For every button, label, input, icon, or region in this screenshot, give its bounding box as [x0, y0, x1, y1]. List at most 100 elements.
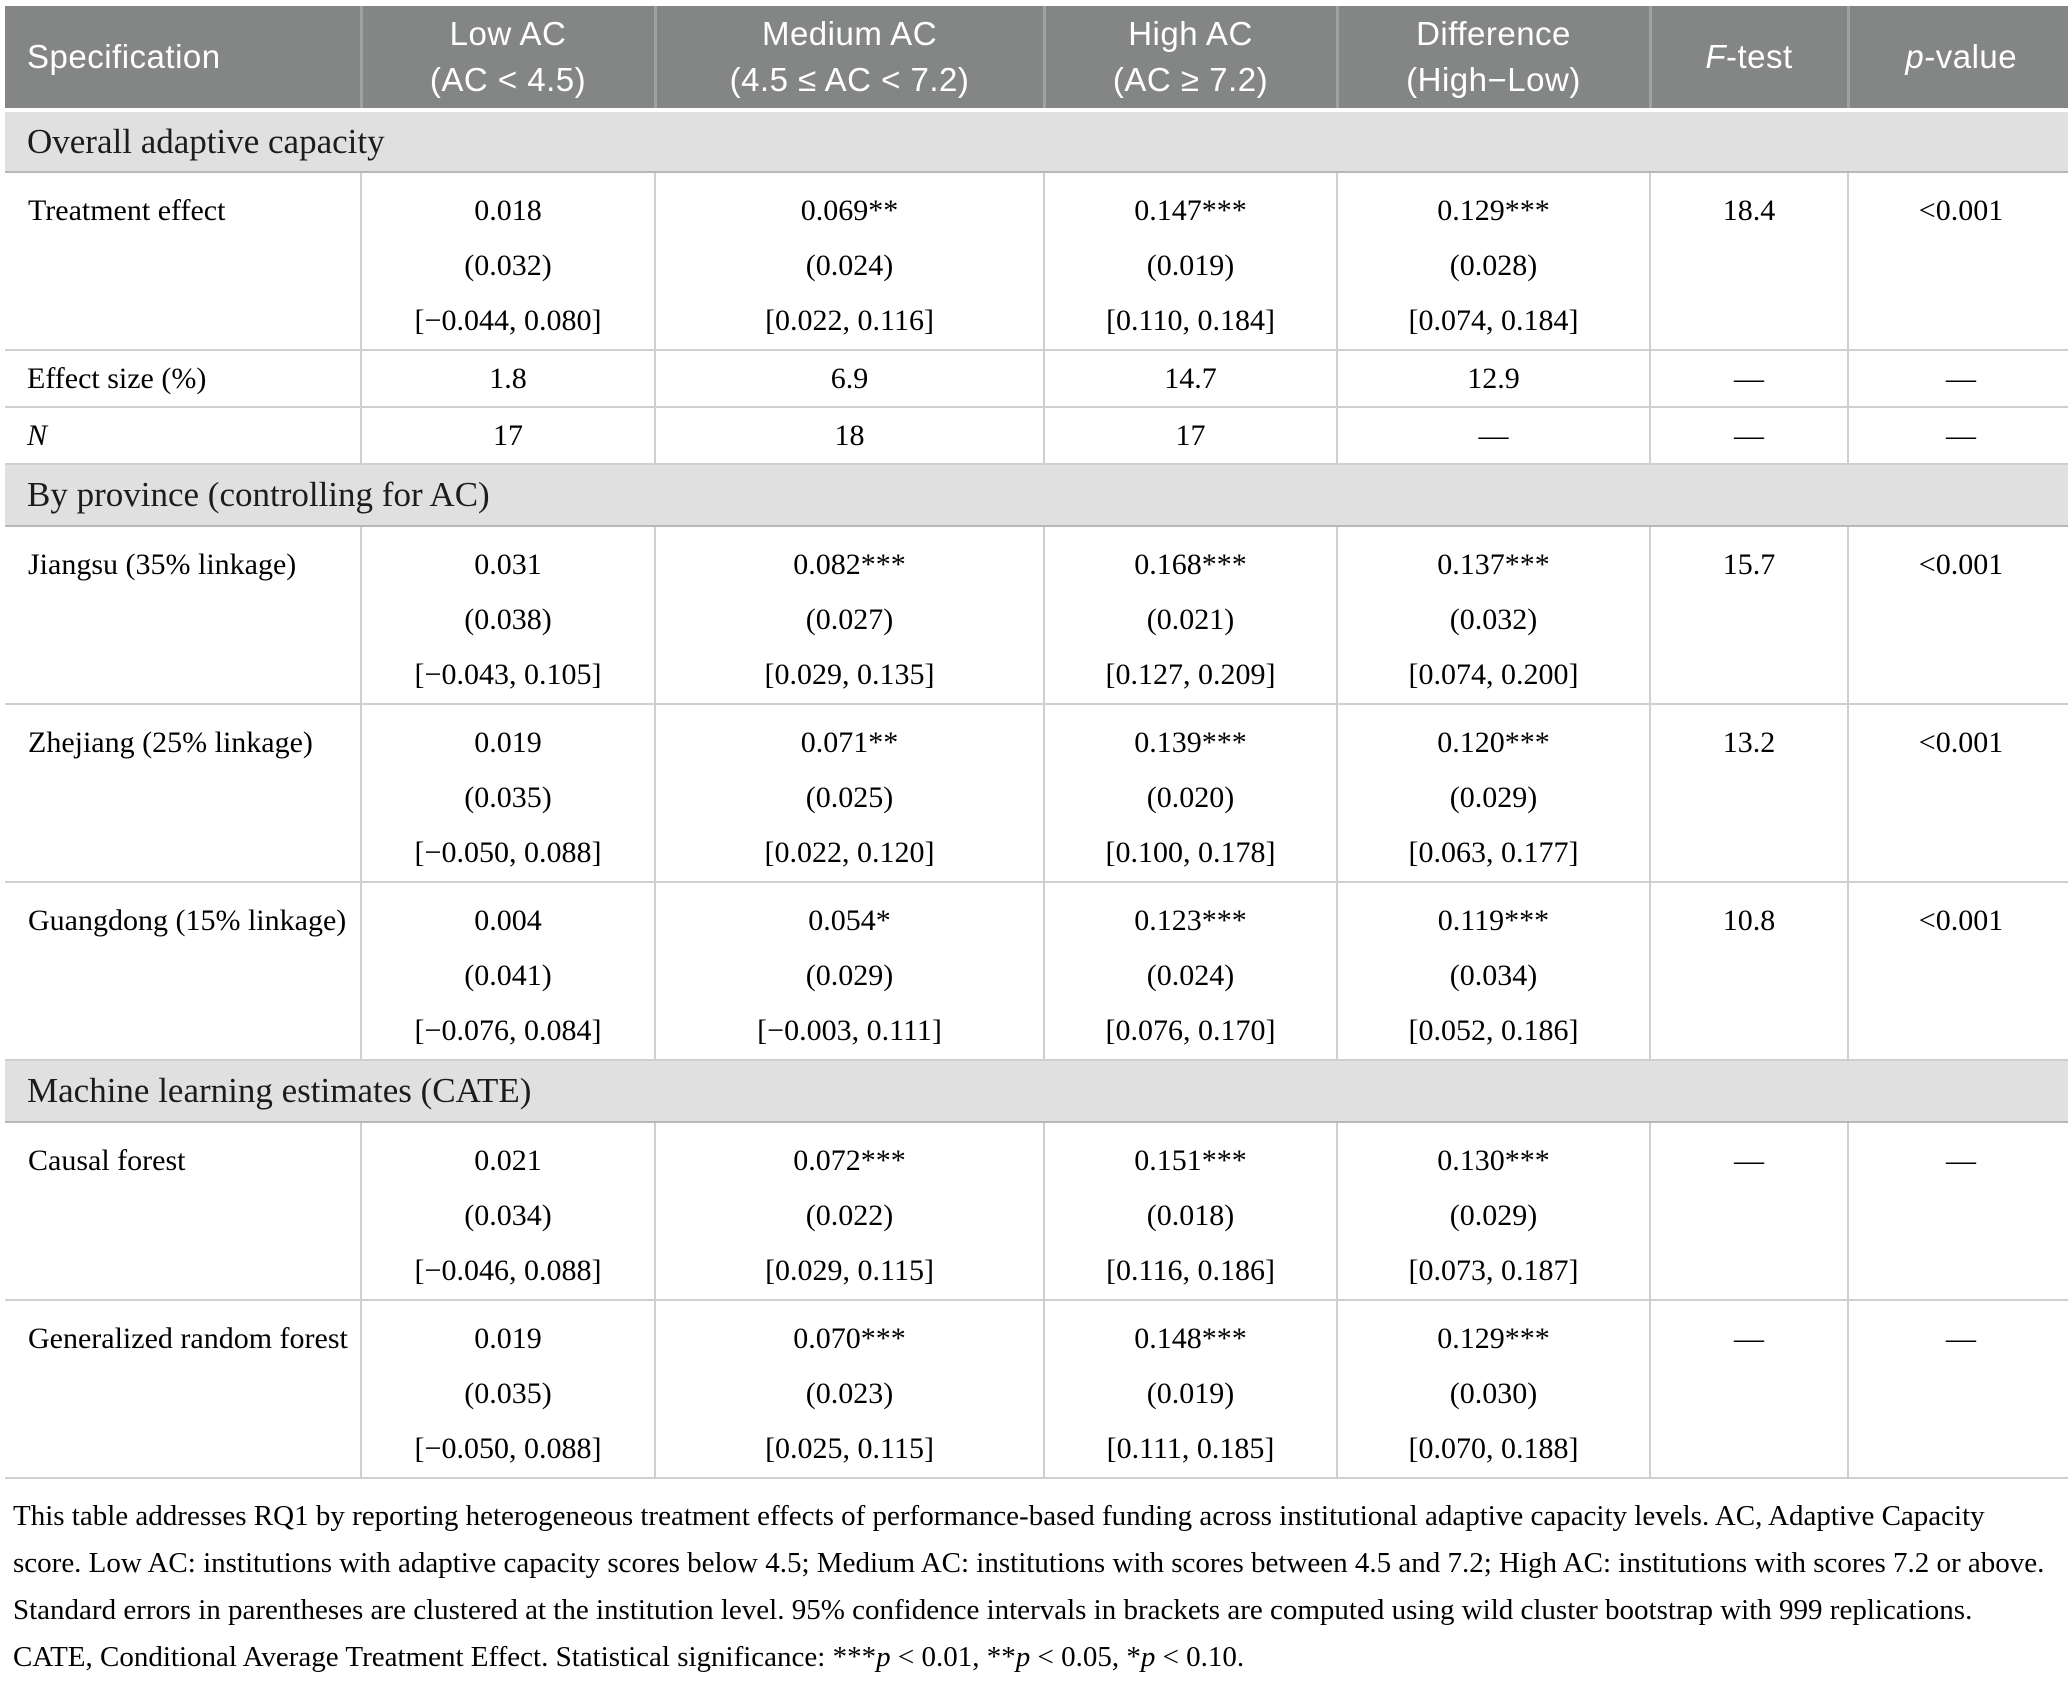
cell-line: (0.019): [1046, 238, 1335, 293]
data-cell: 0.139***(0.020)[0.100, 0.178]: [1044, 704, 1337, 882]
cell-line: [−0.076, 0.084]: [363, 1003, 653, 1058]
data-cell: 14.7: [1044, 350, 1337, 407]
column-header-line2: (AC ≥ 7.2): [1047, 57, 1335, 103]
column-header-line1: Medium AC: [658, 11, 1042, 57]
cell-line: (0.018): [1046, 1188, 1335, 1243]
cell-line: 0.129***: [1339, 1311, 1648, 1366]
cell-line: [0.029, 0.135]: [657, 647, 1042, 702]
cell-line: (0.034): [363, 1188, 653, 1243]
column-header-p-value: p-value: [1848, 6, 2068, 110]
cell-line: [0.111, 0.185]: [1046, 1421, 1335, 1476]
data-cell: 0.168***(0.021)[0.127, 0.209]: [1044, 526, 1337, 704]
cell-line: [0.022, 0.116]: [657, 293, 1042, 348]
cell-line: [0.076, 0.170]: [1046, 1003, 1335, 1058]
cell-line: 0.130***: [1339, 1133, 1648, 1188]
cell-line: (0.032): [363, 238, 653, 293]
cell-line: [0.063, 0.177]: [1339, 825, 1648, 880]
data-cell: —: [1848, 1300, 2068, 1478]
cell-line: <0.001: [1850, 183, 2068, 238]
cell-line: [0.127, 0.209]: [1046, 647, 1335, 702]
cell-line: 0.129***: [1339, 183, 1648, 238]
cell-line: [−0.050, 0.088]: [363, 825, 653, 880]
cell-line: 0.018: [363, 183, 653, 238]
cell-line: [0.110, 0.184]: [1046, 293, 1335, 348]
data-cell: 0.123***(0.024)[0.076, 0.170]: [1044, 882, 1337, 1060]
data-cell: 0.072***(0.022)[0.029, 0.115]: [655, 1122, 1044, 1300]
cell-line: 0.137***: [1339, 537, 1648, 592]
cell-line: [−0.003, 0.111]: [657, 1003, 1042, 1058]
data-cell: 0.147***(0.019)[0.110, 0.184]: [1044, 172, 1337, 350]
data-cell: 0.082***(0.027)[0.029, 0.135]: [655, 526, 1044, 704]
cell-line: 0.021: [363, 1133, 653, 1188]
data-cell: 1.8: [361, 350, 655, 407]
data-row: Jiangsu (35% linkage)0.031(0.038)[−0.043…: [5, 526, 2068, 704]
cell-line: (0.029): [1339, 1188, 1648, 1243]
cell-line: 0.071**: [657, 715, 1042, 770]
column-header-line1: Low AC: [364, 11, 653, 57]
data-cell: 10.8: [1650, 882, 1848, 1060]
cell-line: 0.147***: [1046, 183, 1335, 238]
cell-line: (0.019): [1046, 1366, 1335, 1421]
data-cell: —: [1848, 350, 2068, 407]
cell-line: 0.148***: [1046, 1311, 1335, 1366]
data-cell: <0.001: [1848, 704, 2068, 882]
cell-line: (0.029): [1339, 770, 1648, 825]
data-cell: <0.001: [1848, 172, 2068, 350]
data-cell: <0.001: [1848, 882, 2068, 1060]
data-cell: 0.148***(0.019)[0.111, 0.185]: [1044, 1300, 1337, 1478]
cell-line: 0.082***: [657, 537, 1042, 592]
data-cell: 0.019(0.035)[−0.050, 0.088]: [361, 704, 655, 882]
data-cell: 6.9: [655, 350, 1044, 407]
data-cell: 0.004(0.041)[−0.076, 0.084]: [361, 882, 655, 1060]
row-label: Treatment effect: [5, 172, 361, 350]
row-label: Guangdong (15% linkage): [5, 882, 361, 1060]
cell-line: (0.024): [657, 238, 1042, 293]
cell-line: —: [1652, 1133, 1846, 1188]
data-cell: 0.031(0.038)[−0.043, 0.105]: [361, 526, 655, 704]
cell-line: (0.038): [363, 592, 653, 647]
data-cell: 0.129***(0.030)[0.070, 0.188]: [1337, 1300, 1650, 1478]
section-row-0: Overall adaptive capacity: [5, 110, 2068, 172]
cell-line: [0.029, 0.115]: [657, 1243, 1042, 1298]
data-cell: 18.4: [1650, 172, 1848, 350]
row-label: Zhejiang (25% linkage): [5, 704, 361, 882]
data-cell: 0.021(0.034)[−0.046, 0.088]: [361, 1122, 655, 1300]
column-header-high-ac: High AC(AC ≥ 7.2): [1044, 6, 1337, 110]
cell-line: [0.074, 0.184]: [1339, 293, 1648, 348]
cell-line: [0.070, 0.188]: [1339, 1421, 1648, 1476]
data-cell: 0.019(0.035)[−0.050, 0.088]: [361, 1300, 655, 1478]
cell-line: 0.019: [363, 715, 653, 770]
cell-line: —: [1652, 1311, 1846, 1366]
cell-line: [−0.046, 0.088]: [363, 1243, 653, 1298]
cell-line: [0.022, 0.120]: [657, 825, 1042, 880]
data-cell: 0.054*(0.029)[−0.003, 0.111]: [655, 882, 1044, 1060]
data-cell: 0.069**(0.024)[0.022, 0.116]: [655, 172, 1044, 350]
cell-line: 0.151***: [1046, 1133, 1335, 1188]
cell-line: [0.074, 0.200]: [1339, 647, 1648, 702]
cell-line: 0.031: [363, 537, 653, 592]
column-header-line1: p-value: [1851, 34, 2068, 80]
column-header-specification: Specification: [5, 6, 361, 110]
cell-line: [0.116, 0.186]: [1046, 1243, 1335, 1298]
row-label: Causal forest: [5, 1122, 361, 1300]
column-header-line1: High AC: [1047, 11, 1335, 57]
column-header-line2: (High−Low): [1340, 57, 1648, 103]
cell-line: 13.2: [1652, 715, 1846, 770]
data-cell: —: [1337, 407, 1650, 464]
cell-line: 0.123***: [1046, 893, 1335, 948]
data-cell: 17: [361, 407, 655, 464]
cell-line: [0.052, 0.186]: [1339, 1003, 1648, 1058]
section-row-1: By province (controlling for AC): [5, 464, 2068, 526]
data-cell: 18: [655, 407, 1044, 464]
data-cell: <0.001: [1848, 526, 2068, 704]
cell-line: (0.020): [1046, 770, 1335, 825]
data-cell: —: [1848, 1122, 2068, 1300]
column-header-line2: (AC < 4.5): [364, 57, 653, 103]
data-cell: 12.9: [1337, 350, 1650, 407]
cell-line: (0.022): [657, 1188, 1042, 1243]
section-title: Overall adaptive capacity: [5, 110, 2068, 172]
data-cell: 17: [1044, 407, 1337, 464]
